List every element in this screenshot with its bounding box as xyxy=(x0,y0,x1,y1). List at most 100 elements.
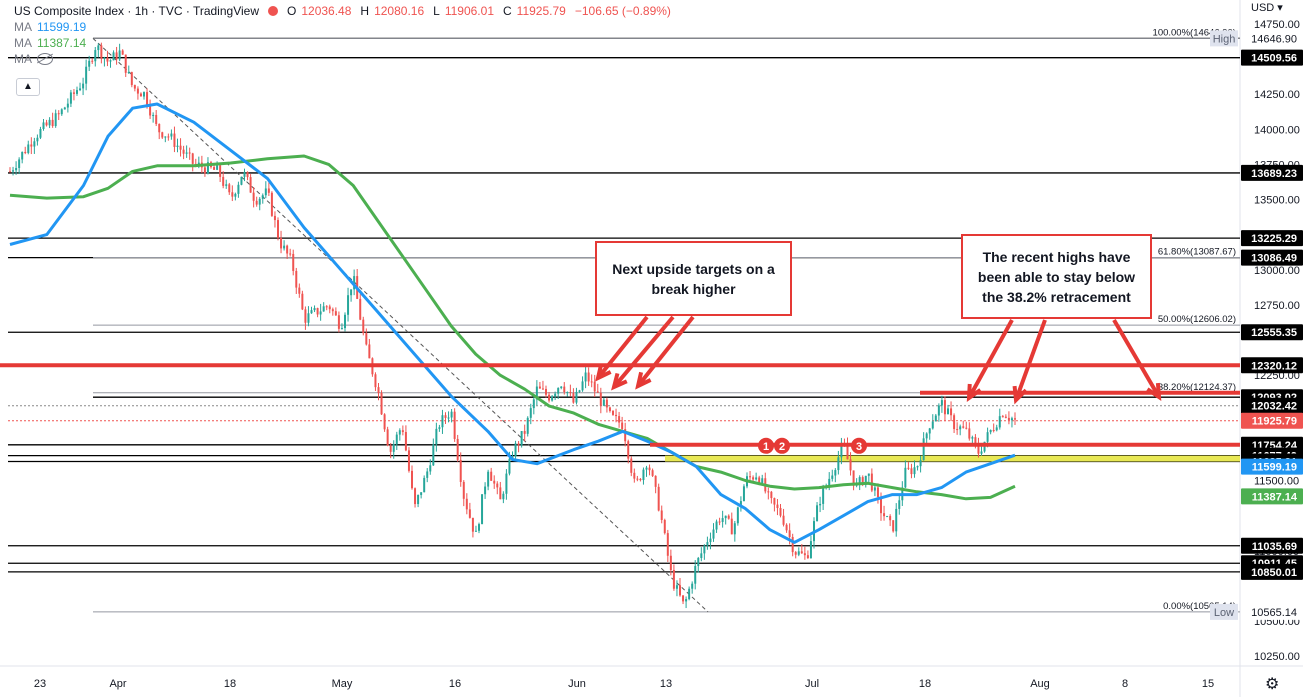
price-tag-bg xyxy=(1241,357,1303,374)
candle-body xyxy=(953,415,956,430)
candle-body xyxy=(849,459,852,471)
candle-body xyxy=(943,400,946,415)
candle-body xyxy=(608,407,611,411)
arrow-high-1-head xyxy=(966,383,982,403)
candle-body xyxy=(709,538,712,543)
candle-body xyxy=(819,503,822,506)
candle-body xyxy=(679,585,681,596)
candle-body xyxy=(937,405,940,416)
candle-body xyxy=(9,171,11,173)
price-tag-bg xyxy=(1241,488,1303,505)
candle-body xyxy=(770,491,773,499)
candle-body xyxy=(453,411,456,439)
symbol-title[interactable]: US Composite Index · 1h · TVC · TradingV… xyxy=(14,3,259,18)
candle-body xyxy=(261,195,264,199)
low-value: 11906.01 xyxy=(444,3,494,18)
price-tag-bg xyxy=(1241,324,1303,341)
candle-body xyxy=(127,72,130,74)
candle-body xyxy=(703,545,706,554)
currency-selector[interactable]: USD ▾ xyxy=(1251,1,1283,14)
ma-hidden-label[interactable]: MA xyxy=(14,51,32,66)
candle-body xyxy=(666,533,669,556)
candle-body xyxy=(697,557,700,567)
candle-body xyxy=(237,184,240,194)
market-status-dot xyxy=(268,6,278,16)
candle-body xyxy=(295,270,298,288)
candle-body xyxy=(60,109,63,115)
candle-body xyxy=(816,505,819,522)
fib-level-label: 50.00%(12606.02) xyxy=(1158,314,1236,325)
candle-body xyxy=(283,245,286,249)
candle-body xyxy=(1007,417,1010,421)
candle-body xyxy=(264,188,267,196)
x-tick-label: 15 xyxy=(1202,678,1214,690)
candle-body xyxy=(612,410,614,415)
candle-body xyxy=(374,374,377,388)
price-tag-bg xyxy=(1241,164,1303,181)
candle-body xyxy=(438,427,441,429)
y-tick-label: 14250.00 xyxy=(1254,89,1300,101)
collapse-legend-button[interactable]: ▲ xyxy=(16,78,40,96)
candle-body xyxy=(545,388,547,395)
candle-body xyxy=(931,421,934,429)
candle-body xyxy=(925,433,928,439)
marker-label: 3 xyxy=(856,441,862,453)
candle-body xyxy=(986,432,989,442)
gear-icon[interactable]: ⚙ xyxy=(1265,676,1280,693)
candle-body xyxy=(566,392,569,394)
candle-body xyxy=(404,432,407,451)
arrow-target-2 xyxy=(612,315,675,389)
high-value: 12080.16 xyxy=(374,3,425,18)
candle-body xyxy=(654,475,657,487)
candle-body xyxy=(779,508,782,516)
candle-body xyxy=(471,517,474,532)
arrow-retracement xyxy=(1112,318,1161,399)
candle-body xyxy=(185,152,188,154)
candle-body xyxy=(267,188,270,193)
candle-body xyxy=(956,429,959,431)
close-label: C xyxy=(503,3,512,18)
candle-body xyxy=(587,372,590,382)
candle-body xyxy=(688,588,691,600)
candle-body xyxy=(298,287,301,294)
candle-body xyxy=(520,431,523,446)
candle-body xyxy=(959,426,962,430)
candle-body xyxy=(922,438,925,461)
candle-body xyxy=(24,151,27,153)
hidden-eye-icon[interactable] xyxy=(37,53,53,65)
candle-body xyxy=(106,57,109,62)
candle-body xyxy=(560,386,563,389)
candle-body xyxy=(645,467,648,470)
candle-body xyxy=(593,381,596,392)
x-tick-label: 16 xyxy=(449,678,461,690)
candle-body xyxy=(389,445,392,452)
price-tag-bg xyxy=(1241,230,1303,247)
x-tick-label: Apr xyxy=(109,678,126,690)
candle-body xyxy=(228,184,231,193)
candle-body xyxy=(15,168,18,171)
candle-body xyxy=(310,310,313,314)
candle-body xyxy=(176,145,179,147)
price-tag-label: 13689.23 xyxy=(1251,168,1297,180)
candle-body xyxy=(350,289,353,296)
y-tick-label: 11500.00 xyxy=(1254,476,1299,488)
candle-body xyxy=(225,184,228,186)
ma-slow-label[interactable]: MA xyxy=(14,35,32,50)
candle-body xyxy=(395,434,398,445)
price-tag-label: 11035.69 xyxy=(1252,541,1297,553)
candle-body xyxy=(21,151,24,160)
ma-slow-value: 11387.14 xyxy=(37,35,87,50)
candle-body xyxy=(584,372,587,382)
candle-body xyxy=(139,93,142,97)
candle-body xyxy=(773,498,776,505)
candle-body xyxy=(749,476,752,478)
candle-body xyxy=(313,308,316,311)
candle-body xyxy=(867,473,870,476)
candle-body xyxy=(596,391,599,393)
candle-body xyxy=(474,530,477,532)
candle-body xyxy=(386,429,389,446)
candle-body xyxy=(82,83,85,89)
candle-body xyxy=(776,504,779,509)
ma-fast-label[interactable]: MA xyxy=(14,19,32,34)
